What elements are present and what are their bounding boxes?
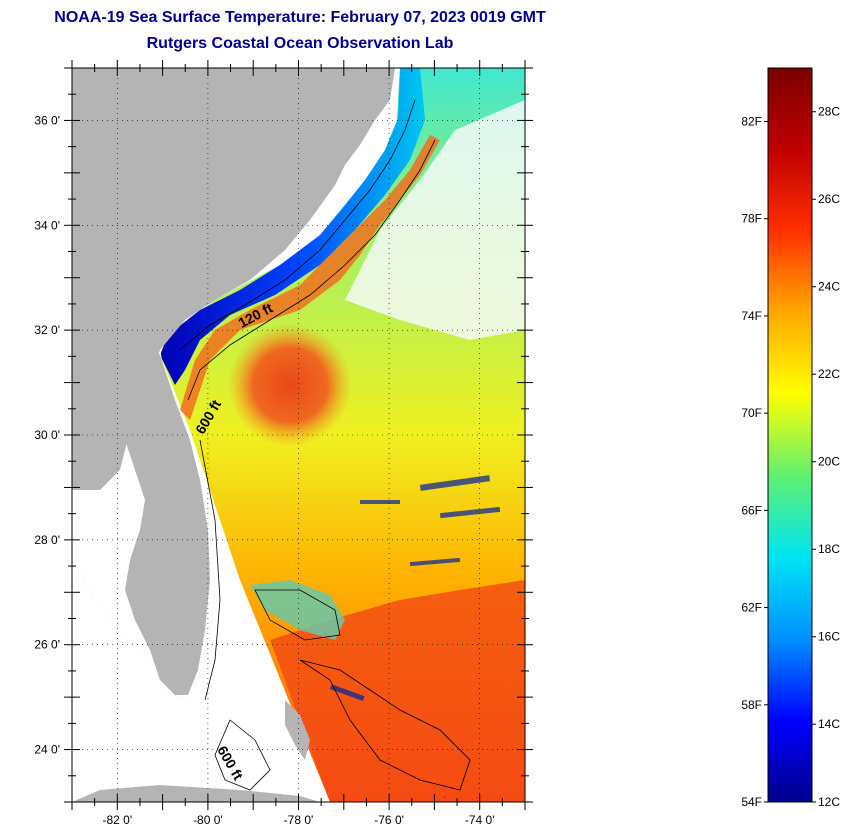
- lon-tick-label: -82 0': [102, 813, 132, 827]
- lon-tick-label: -78 0': [284, 813, 314, 827]
- bahamas-bank: [250, 580, 345, 640]
- cloud-streaks: [329, 475, 501, 701]
- cuba-land: [72, 785, 320, 802]
- lat-tick-label: 34 0': [34, 218, 60, 232]
- gulf-stream-eddy: [228, 323, 352, 447]
- map-ticks: 36 0' 34 0' 32 0' 30 0' 28 0' 26 0' 24 0' -82 0…: [34, 60, 533, 827]
- map-title: NOAA-19 Sea Surface Temperature: Februar…: [54, 9, 546, 26]
- lon-tick-label: -74 0': [465, 813, 495, 827]
- lat-tick-label: 36 0': [34, 113, 60, 127]
- map-layers: [72, 68, 525, 802]
- lat-tick-label: 32 0': [34, 323, 60, 337]
- cold-shelf-water: [160, 68, 425, 385]
- bahamas-land: [285, 700, 310, 760]
- florida-peninsula: [125, 345, 210, 695]
- lon-tick-label: -76 0': [374, 813, 404, 827]
- lat-tick-label: 30 0': [34, 428, 60, 442]
- lon-tick-label: -80 0': [193, 813, 223, 827]
- lat-tick-label: 28 0': [34, 533, 60, 547]
- lat-tick-label: 26 0': [34, 638, 60, 652]
- gulf-stream: [180, 135, 440, 420]
- bathymetry-contours: [179, 99, 471, 791]
- lat-tick-label: 24 0': [34, 743, 60, 757]
- cloud-region: [345, 100, 525, 340]
- map-grid: [72, 68, 525, 802]
- map-subtitle: Rutgers Coastal Ocean Observation Lab: [146, 35, 454, 52]
